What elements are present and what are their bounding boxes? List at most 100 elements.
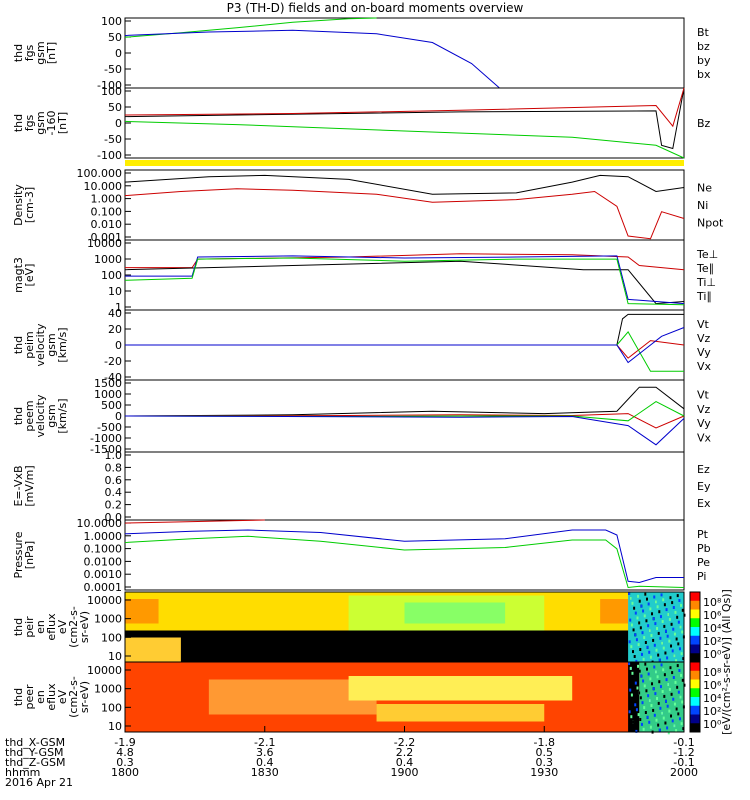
peer-speckle bbox=[632, 720, 635, 724]
pressure-ytick-label: 0.0001 bbox=[84, 581, 123, 594]
fgs-legend-2: by bbox=[697, 54, 711, 67]
peer-speckle bbox=[656, 675, 659, 679]
peer-speckle bbox=[680, 722, 683, 726]
peir-speckle bbox=[653, 643, 656, 647]
peer-colorbar-band bbox=[690, 688, 700, 698]
peir-speckle bbox=[682, 657, 685, 661]
density-series-ne bbox=[124, 188, 685, 240]
peir-speckle bbox=[673, 654, 676, 658]
peer-region bbox=[208, 679, 377, 715]
peem-series-vy bbox=[124, 401, 685, 422]
xaxis-tick-value: 1930 bbox=[530, 766, 558, 779]
efield-ytick-label: 0.2 bbox=[105, 499, 123, 512]
efield-legend-1: Ey bbox=[697, 480, 711, 493]
peir-colorbar-band bbox=[690, 618, 700, 628]
peir-speckle bbox=[653, 595, 656, 599]
peir-speckle bbox=[636, 616, 639, 620]
peer-speckle bbox=[679, 695, 682, 699]
density-ytick-label: 10.000 bbox=[84, 180, 123, 193]
peir-speckle bbox=[649, 655, 652, 659]
peer-colorbar-band bbox=[690, 723, 700, 733]
peer-speckle bbox=[681, 678, 684, 682]
peim-ytick-label: -20 bbox=[104, 355, 122, 368]
peim-ylabel-line: [km/s] bbox=[56, 327, 69, 362]
peer-speckle bbox=[657, 701, 660, 705]
peer-speckle bbox=[647, 672, 650, 676]
peir-ytick-label: 1000 bbox=[94, 613, 122, 626]
xaxis-tick-value: -2.2 bbox=[394, 736, 415, 749]
peir-speckle bbox=[647, 602, 650, 606]
peir-speckle bbox=[670, 622, 673, 626]
peir-speckle bbox=[630, 623, 633, 627]
peir-colorbar-tick: 10⁴ bbox=[703, 622, 722, 635]
peer-speckle bbox=[643, 706, 646, 710]
peir-speckle bbox=[630, 645, 633, 649]
peir-speckle bbox=[667, 613, 670, 616]
peer-speckle bbox=[628, 710, 631, 714]
peir-speckle bbox=[629, 596, 632, 600]
temps-ytick-label: 100 bbox=[101, 269, 122, 282]
pressure-series-pi bbox=[124, 529, 684, 584]
fgs-bz-ytick-label: 0 bbox=[115, 117, 122, 130]
peir-speckle bbox=[671, 649, 674, 653]
peer-speckle bbox=[670, 714, 673, 718]
peir-speckle bbox=[681, 630, 684, 634]
temps-legend-1: Te∥ bbox=[696, 262, 714, 275]
peir-speckle bbox=[640, 652, 643, 656]
peim-series-vx bbox=[125, 327, 685, 364]
peir-speckle bbox=[639, 626, 642, 630]
peir-speckle bbox=[640, 604, 643, 608]
peer-speckle bbox=[651, 682, 654, 686]
xaxis-date: 2016 Apr 21 bbox=[5, 776, 73, 789]
peir-speckle bbox=[641, 631, 644, 635]
density-legend-2: Npot bbox=[697, 217, 724, 230]
peir-speckle bbox=[652, 617, 655, 621]
temps-ytick-label: 10000 bbox=[87, 237, 122, 250]
peer-speckle bbox=[652, 687, 655, 691]
peem-ytick-label: -1000 bbox=[90, 432, 122, 445]
peer-speckle bbox=[635, 708, 638, 712]
peer-speckle bbox=[640, 674, 643, 678]
peir-speckle bbox=[669, 596, 672, 600]
peer-speckle bbox=[634, 703, 637, 707]
fgs-bz-ylabel-line: gsm bbox=[34, 111, 47, 134]
fgs-ylabel-line: [nT] bbox=[45, 42, 58, 64]
peer-speckle bbox=[669, 666, 672, 670]
temps-frame bbox=[124, 239, 685, 311]
peir-ytick-label: 10000 bbox=[87, 594, 122, 607]
peer-speckle bbox=[657, 723, 660, 727]
peer-speckle bbox=[633, 676, 636, 680]
peer-speckle bbox=[639, 696, 642, 700]
peer-region bbox=[639, 662, 684, 732]
peir-speckle bbox=[648, 629, 651, 633]
peir-speckle bbox=[645, 597, 648, 601]
temps-ytick-label: 10 bbox=[108, 285, 122, 298]
fgs-ylabel-line: thd bbox=[12, 44, 25, 62]
peer-speckle bbox=[672, 676, 675, 679]
peir-colorbar-tick: 10⁸ bbox=[703, 596, 722, 609]
pressure-ytick-label: 0.1000 bbox=[84, 543, 123, 556]
peer-speckle bbox=[658, 680, 661, 684]
pressure-ytick-label: 0.0100 bbox=[84, 555, 123, 568]
flag-bar bbox=[125, 160, 684, 166]
fgs-bz-series-red bbox=[124, 87, 685, 128]
peer-speckle bbox=[678, 717, 681, 721]
xaxis-tick-value: 4.8 bbox=[116, 746, 134, 759]
fgs-bz-ylabel-line: [nT] bbox=[56, 112, 69, 134]
peer-colorbar-band bbox=[690, 662, 700, 672]
peir-speckle bbox=[672, 606, 675, 609]
peir-speckle bbox=[642, 657, 645, 661]
peir-speckle bbox=[660, 593, 663, 597]
peer-ytick-label: 1000 bbox=[94, 683, 122, 696]
xaxis-tick-value: -1.8 bbox=[534, 736, 555, 749]
peer-speckle bbox=[660, 663, 663, 667]
fgs-ylabel-line: fgs bbox=[23, 44, 36, 61]
peir-speckle bbox=[643, 614, 646, 618]
fgs-bz-series-green bbox=[124, 120, 685, 159]
fgs-bz-ylabel-line: fgs bbox=[23, 114, 36, 131]
peer-speckle bbox=[640, 722, 643, 726]
peer-speckle bbox=[659, 685, 662, 689]
fgs-legend-0: Bt bbox=[697, 26, 710, 39]
pressure-ytick-label: 0.0010 bbox=[84, 568, 123, 581]
peer-speckle bbox=[633, 725, 636, 728]
